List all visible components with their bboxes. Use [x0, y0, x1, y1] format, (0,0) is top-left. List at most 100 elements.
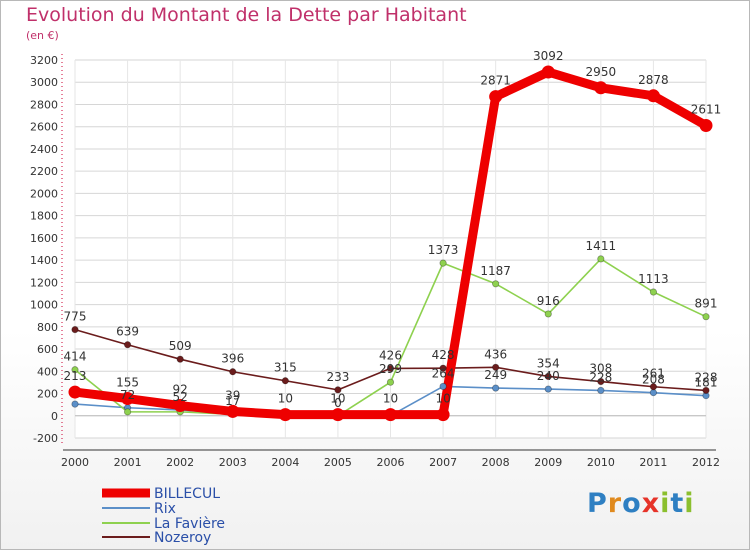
data-label: 436 [484, 347, 507, 361]
data-point [649, 383, 658, 391]
logo-letter: t [670, 488, 685, 519]
data-point [597, 255, 605, 263]
data-label: 891 [695, 297, 718, 311]
data-label: 17 [225, 394, 240, 408]
data-point [71, 400, 79, 408]
data-label: 1411 [586, 239, 617, 253]
y-tick-label: 2800 [30, 98, 58, 111]
y-tick-label: 400 [37, 365, 58, 378]
x-tick-label: 2007 [429, 456, 457, 469]
logo-letter: x [641, 488, 661, 519]
data-label: 208 [642, 373, 665, 387]
chart-title: Evolution du Montant de la Dette par Hab… [26, 4, 467, 26]
y-tick-label: 2400 [30, 143, 58, 156]
data-point [123, 341, 132, 349]
data-label: 2878 [638, 73, 669, 87]
data-point [331, 408, 345, 422]
data-point [597, 377, 605, 386]
data-point [597, 386, 605, 395]
data-point [699, 118, 713, 132]
data-point [492, 384, 500, 392]
y-tick-label: 800 [37, 321, 58, 334]
data-label: 396 [221, 352, 244, 366]
data-point [492, 280, 500, 288]
legend-label: BILLECUL [154, 486, 220, 502]
y-tick-label: 600 [37, 343, 58, 356]
y-tick-label: 2600 [30, 121, 58, 134]
data-label: 428 [432, 348, 455, 362]
data-label: 775 [64, 310, 87, 324]
x-tick-label: 2009 [534, 456, 562, 469]
data-point [489, 90, 503, 104]
data-label: 315 [274, 361, 297, 375]
data-point [386, 364, 395, 373]
data-label: 228 [695, 370, 718, 384]
logo-letter: r [607, 488, 623, 519]
data-label: 426 [379, 348, 402, 362]
data-label: 299 [379, 362, 402, 376]
data-label: 181 [695, 376, 718, 390]
data-label: 92 [173, 383, 188, 397]
data-point [334, 386, 342, 394]
y-tick-label: 1000 [30, 299, 58, 312]
x-tick-label: 2004 [271, 456, 299, 469]
logo-letter: i [684, 488, 695, 519]
data-label: 10 [435, 392, 450, 406]
data-label: 509 [169, 339, 192, 353]
data-point [384, 408, 397, 422]
data-point [702, 386, 710, 395]
data-label: 414 [64, 350, 87, 364]
data-point [702, 313, 710, 321]
x-tick-label: 2008 [482, 456, 510, 469]
data-point [71, 326, 79, 334]
x-tick-label: 2003 [219, 456, 247, 469]
data-point [123, 408, 132, 416]
x-tick-label: 2002 [166, 456, 194, 469]
data-label: 2950 [586, 65, 617, 79]
data-point [646, 89, 660, 103]
data-label: 1373 [428, 243, 459, 257]
data-label: 10 [278, 392, 293, 406]
data-label: 72 [120, 388, 135, 402]
data-label: 2871 [480, 74, 511, 88]
data-point [649, 389, 658, 397]
data-label: 240 [537, 369, 560, 383]
data-point [281, 377, 289, 385]
data-point [439, 364, 447, 372]
data-label: 10 [330, 392, 345, 406]
y-tick-label: 1800 [30, 210, 58, 223]
x-tick-label: 2000 [61, 456, 89, 469]
data-point [71, 366, 79, 374]
data-point [386, 378, 395, 386]
x-tick-label: 2012 [692, 456, 720, 469]
data-point [121, 392, 135, 406]
legend-label: Rix [154, 501, 176, 517]
data-label: 0 [334, 396, 342, 410]
data-point [544, 372, 552, 381]
data-label: 39 [225, 388, 240, 402]
data-point [439, 259, 447, 267]
y-tick-label: 3200 [30, 54, 58, 67]
data-label: 228 [589, 370, 612, 384]
data-point [492, 363, 500, 371]
data-label: 639 [116, 325, 139, 339]
data-label: 213 [64, 369, 87, 383]
y-tick-label: 0 [51, 410, 58, 423]
y-tick-label: 3000 [30, 76, 58, 89]
legend-label: La Favière [154, 516, 225, 532]
y-tick-label: 2200 [30, 165, 58, 178]
data-label: 2611 [691, 102, 722, 116]
data-point [544, 385, 552, 393]
x-tick-label: 2001 [114, 456, 142, 469]
data-point [278, 408, 292, 422]
y-tick-label: 200 [37, 388, 58, 401]
data-point [229, 368, 237, 376]
data-label: 261 [642, 367, 665, 381]
data-point [68, 385, 82, 399]
data-label: 354 [537, 356, 560, 370]
data-point [649, 288, 658, 296]
data-label: 3092 [533, 49, 564, 63]
y-tick-label: 1200 [30, 276, 58, 289]
data-label: 1187 [480, 264, 511, 278]
